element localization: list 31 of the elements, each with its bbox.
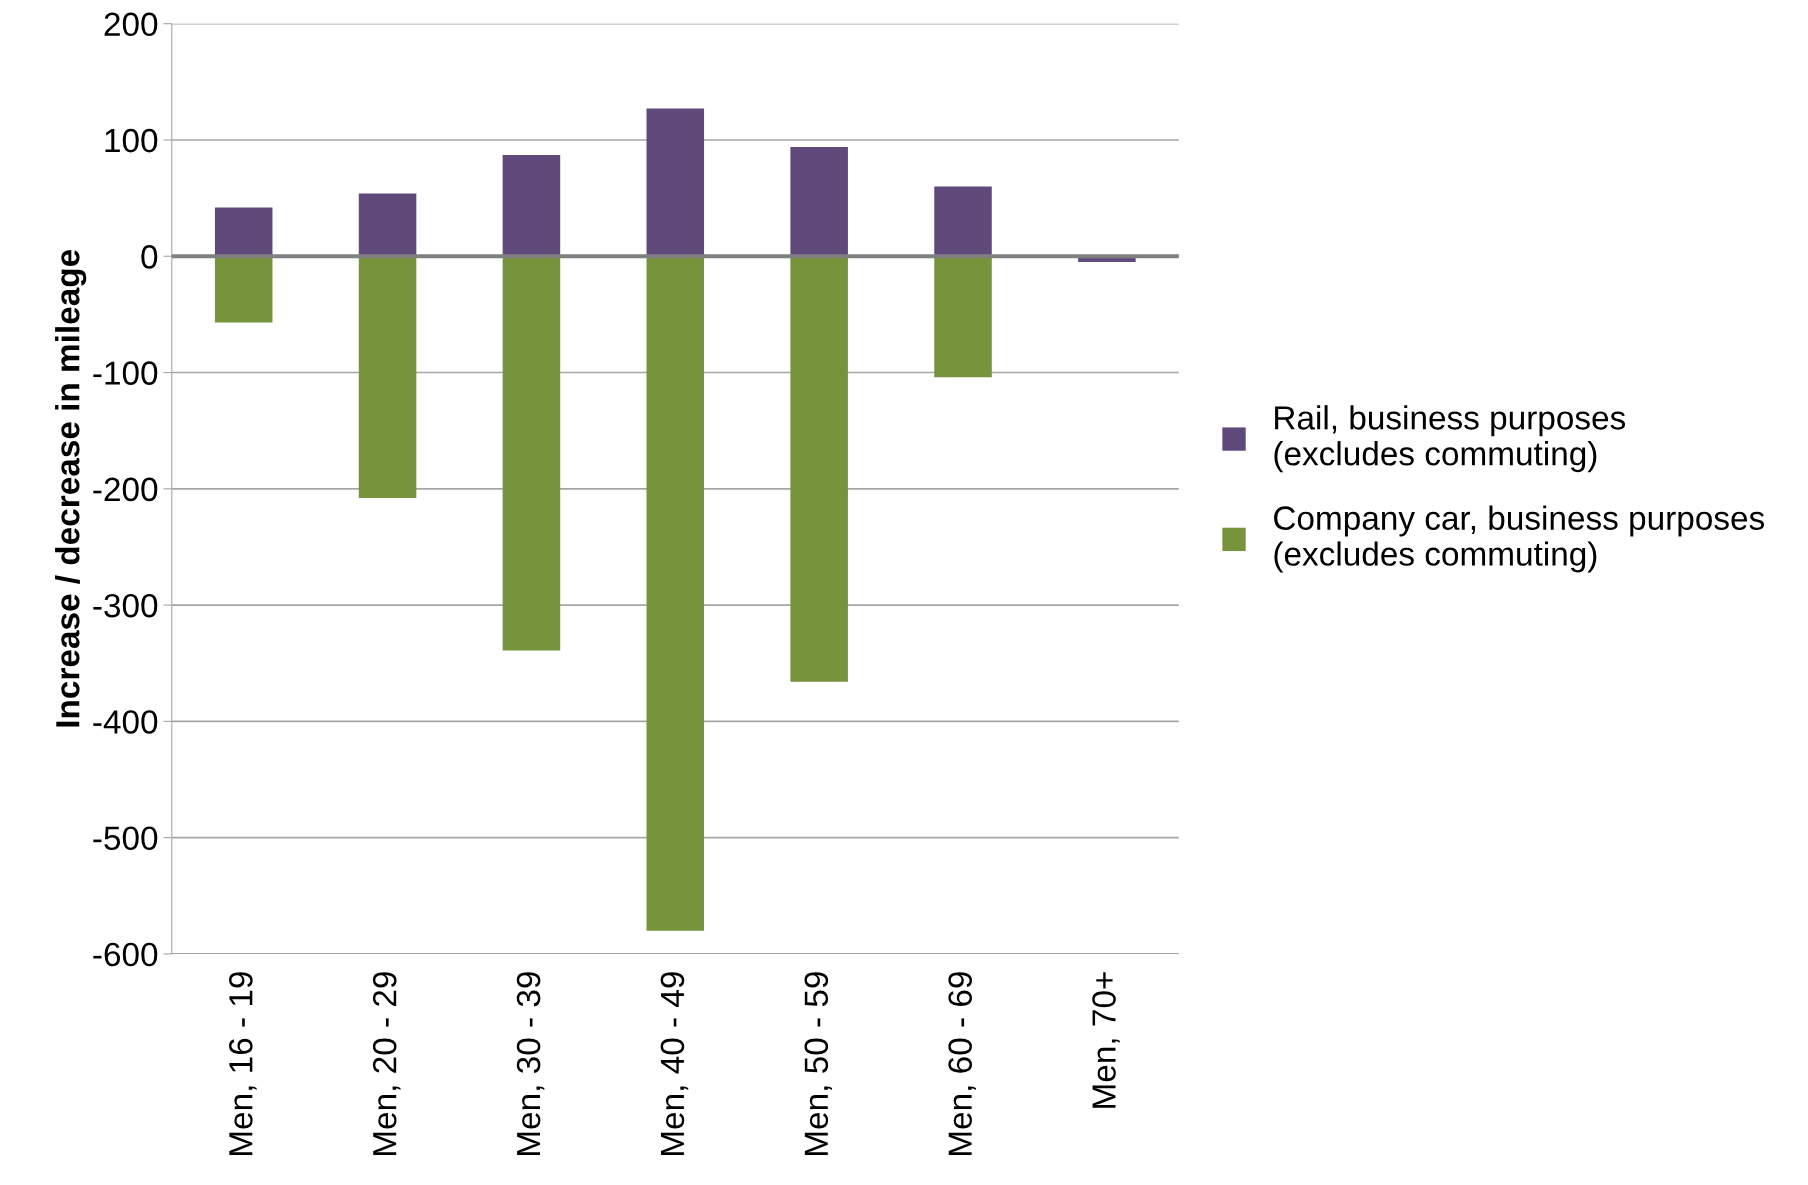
y-tick-label: 0 xyxy=(141,245,158,269)
y-tick-label: -400 xyxy=(93,710,158,734)
y-tick-label: 100 xyxy=(105,128,158,153)
x-tick-label: Men, 20 - 29 xyxy=(372,972,401,1155)
x-tick-label: Men, 40 - 49 xyxy=(660,972,689,1155)
bar xyxy=(646,108,705,257)
legend-label: Rail, business purposes (excludes commuting) xyxy=(1274,405,1626,473)
bar xyxy=(790,146,848,257)
y-tick-label: -300 xyxy=(93,593,158,618)
bar xyxy=(790,256,848,682)
y-axis-title: Increase / decrease in mileage xyxy=(55,249,87,727)
bar xyxy=(934,256,992,378)
x-tick-label: Men, 30 - 39 xyxy=(516,972,545,1155)
bar xyxy=(502,256,561,651)
x-tick-label: Men, 16 - 19 xyxy=(229,972,257,1155)
y-tick-label: -100 xyxy=(93,361,158,385)
bar xyxy=(358,256,417,499)
bar xyxy=(646,256,705,931)
bar xyxy=(214,207,273,257)
bar xyxy=(502,155,561,257)
bar xyxy=(214,256,273,323)
y-tick-label: -200 xyxy=(93,477,158,502)
x-tick-label: Men, 50 - 59 xyxy=(804,972,833,1155)
legend-label: Company car, business purposes (excludes commuting) xyxy=(1274,505,1765,573)
y-tick-label: -600 xyxy=(93,942,158,967)
bar xyxy=(934,186,992,257)
x-tick-label: Men, 60 - 69 xyxy=(948,972,976,1155)
y-tick-label: -500 xyxy=(93,826,158,851)
x-tick-label: Men, 70+ xyxy=(1092,972,1120,1108)
y-tick-label: 200 xyxy=(104,12,158,37)
bar xyxy=(358,193,417,257)
